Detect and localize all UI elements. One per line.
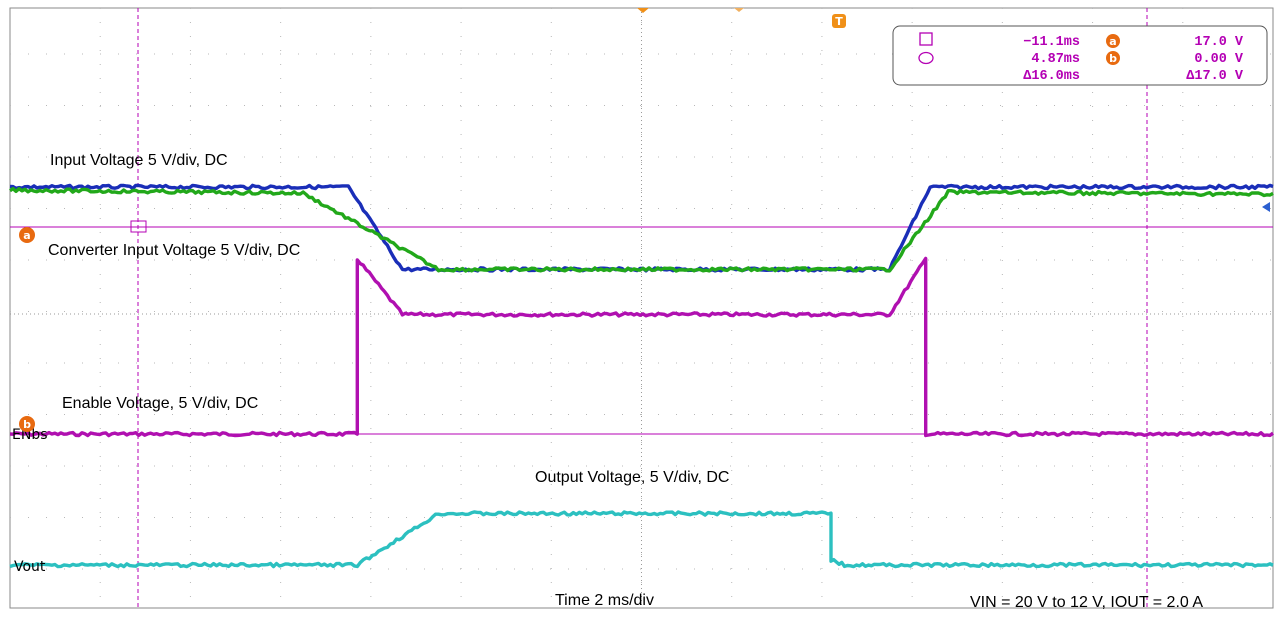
cursor-a-badge xyxy=(1106,34,1120,48)
cursor-t2-value: 4.87ms xyxy=(1031,52,1080,67)
trigger-marker: T xyxy=(832,14,846,28)
trace-enable-voltage-5-v-div-dc xyxy=(9,256,1275,438)
cursor-1-square-icon xyxy=(130,220,147,233)
cursor-a-marker: a xyxy=(19,227,35,243)
channel-label-vout: Vout xyxy=(14,559,46,575)
x-axis-label: Time 2 ms/div xyxy=(555,592,654,609)
cursor-a-marker-label: a xyxy=(23,229,30,242)
trace-converter-input-voltage-5-v-div-dc xyxy=(9,186,1274,273)
cursor-b-badge xyxy=(1106,51,1120,65)
channel-offset-arrow-icon xyxy=(1262,202,1270,212)
trace-output-voltage-5-v-div-dc xyxy=(9,510,1274,569)
series-label-input-voltage: Input Voltage 5 V/div, DC xyxy=(50,152,228,169)
cursor-1-square-icon xyxy=(919,32,933,46)
channel-label-enable: ENbs xyxy=(12,427,48,443)
cursor-b-marker-label: b xyxy=(23,418,31,431)
cursor-dv-value: Δ17.0 V xyxy=(1186,69,1244,84)
cursor-va-value: 17.0 V xyxy=(1194,35,1244,50)
cursor-b-badge-label: b xyxy=(1109,52,1117,65)
graticule xyxy=(10,8,1273,608)
trigger-level-icon xyxy=(734,8,744,12)
cursor-vb-value: 0.00 V xyxy=(1194,52,1244,67)
cursor-a-badge-label: a xyxy=(1109,35,1116,48)
trigger-marker-label: T xyxy=(835,15,843,28)
cursor-t1-value: −11.1ms xyxy=(1023,35,1080,50)
series-label-enable-voltage: Enable Voltage, 5 V/div, DC xyxy=(62,395,258,412)
series-label-output-voltage: Output Voltage, 5 V/div, DC xyxy=(535,469,729,486)
cursor-b-marker: b xyxy=(19,416,35,432)
traces xyxy=(9,183,1275,569)
series-label-converter-input-voltage: Converter Input Voltage 5 V/div, DC xyxy=(48,242,300,259)
cursor-readout-box: −11.1ms 4.87ms Δ16.0ms a b 17.0 V 0.00 V… xyxy=(892,25,1268,86)
cursor-dt-value: Δ16.0ms xyxy=(1023,69,1080,84)
cursor-2-circle-icon xyxy=(918,51,934,65)
test-conditions-label: VIN = 20 V to 12 V, IOUT = 2.0 A xyxy=(970,594,1203,611)
trigger-position-icon xyxy=(637,8,649,13)
